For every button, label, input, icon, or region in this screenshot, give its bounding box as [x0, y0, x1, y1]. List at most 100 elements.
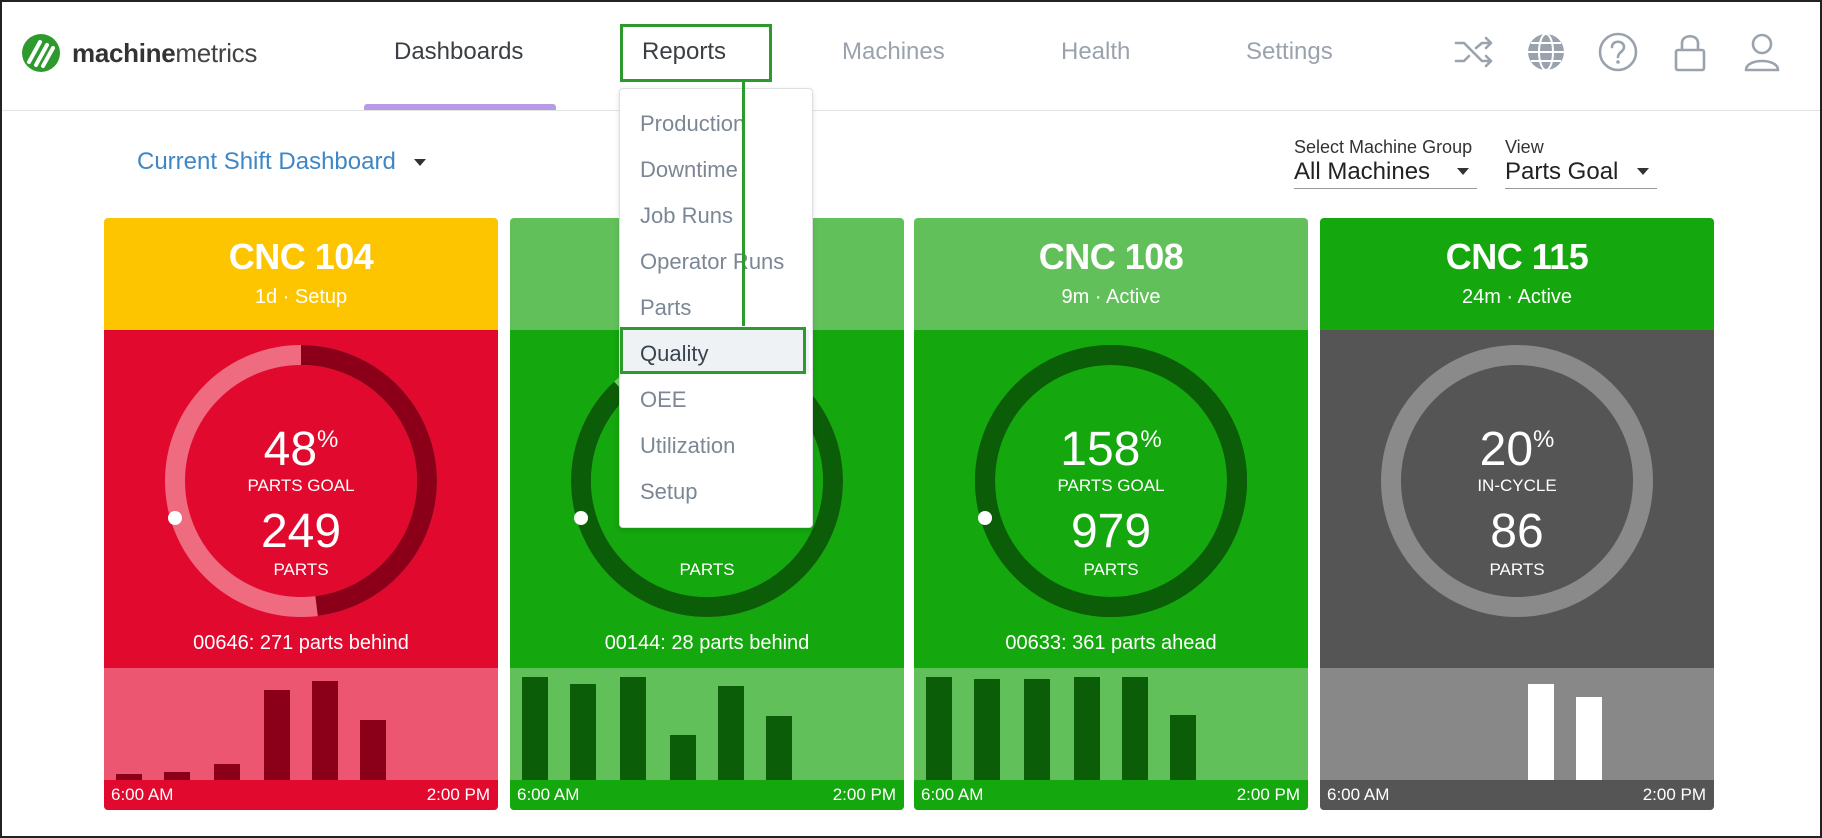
hourly-bar — [116, 774, 142, 780]
gauge-marker — [168, 511, 182, 525]
card-footer: 6:00 AM 2:00 PM — [510, 668, 904, 810]
menu-item-setup[interactable]: Setup — [640, 479, 698, 504]
lock-icon[interactable] — [1668, 30, 1712, 74]
menu-item-job-runs[interactable]: Job Runs — [640, 203, 733, 228]
gauge-ring — [975, 345, 1247, 617]
machine-status: 24m · Active — [1461, 286, 1573, 308]
hourly-bar — [360, 719, 386, 780]
top-header: machinemetrics Dashboards Reports Machin… — [2, 2, 1820, 111]
parts-label: PARTS — [273, 560, 329, 579]
brand-name: machinemetrics — [72, 37, 258, 68]
card-footer: 6:00 AM 2:00 PM — [914, 668, 1308, 810]
chevron-down-icon[interactable] — [1457, 168, 1469, 175]
menu-item-operator-runs[interactable]: Operator Runs — [640, 249, 785, 274]
nav-health[interactable]: Health — [1061, 38, 1131, 65]
time-start: 6:00 AM — [517, 785, 580, 804]
card-header: CNC 115 24m · Active — [1320, 218, 1714, 330]
machine-card[interactable]: CNC 104 1d · Setup 48% PARTS GOAL 249 PARTS 00… — [104, 218, 498, 810]
time-start: 6:00 AM — [1327, 785, 1390, 804]
machine-group-select[interactable]: All Machines — [1294, 158, 1431, 185]
quality-highlight-box — [620, 327, 806, 374]
goal-percent-value: 48 — [263, 423, 318, 476]
time-axis: 6:00 AM 2:00 PM — [510, 780, 904, 810]
machine-card[interactable]: CNC 108 9m · Active 158% PARTS GOAL 979 PARTS… — [914, 218, 1308, 810]
card-body: 48% PARTS GOAL 249 PARTS 00646: 271 parts be… — [104, 330, 498, 668]
chevron-down-icon — [414, 159, 427, 167]
hourly-bar — [1074, 676, 1100, 780]
hourly-bar — [164, 772, 190, 780]
machine-group-label: Select Machine Group — [1294, 137, 1473, 157]
progress-gauge: 48% PARTS GOAL 249 PARTS — [164, 344, 438, 618]
hourly-bar-chart — [1320, 668, 1714, 780]
hourly-bar — [570, 683, 596, 780]
parts-count: 86 — [1490, 505, 1544, 558]
view-label: View — [1505, 137, 1544, 157]
nav-machines[interactable]: Machines — [842, 38, 945, 65]
percent-sign: % — [317, 426, 339, 453]
goal-percent: 20% — [1380, 422, 1654, 477]
time-start: 6:00 AM — [921, 785, 984, 804]
time-end: 2:00 PM — [426, 785, 490, 804]
goal-label: PARTS GOAL — [247, 476, 355, 495]
time-end: 2:00 PM — [1236, 785, 1300, 804]
hourly-bar — [974, 679, 1000, 780]
nav-settings[interactable]: Settings — [1246, 38, 1333, 65]
goal-label: PARTS GOAL — [1057, 476, 1165, 495]
goal-percent-value: 158 — [1060, 423, 1141, 476]
hourly-bar — [1122, 676, 1148, 780]
view-select[interactable]: Parts Goal — [1505, 158, 1619, 185]
hourly-bar — [1528, 683, 1554, 780]
menu-item-utilization[interactable]: Utilization — [640, 433, 736, 458]
nav-dashboards[interactable]: Dashboards — [394, 38, 524, 65]
menu-item-oee[interactable]: OEE — [640, 387, 687, 412]
card-body: 158% PARTS GOAL 979 PARTS 00633: 361 parts a… — [914, 330, 1308, 668]
nav-reports[interactable]: Reports — [642, 38, 727, 65]
time-end: 2:00 PM — [1642, 785, 1706, 804]
machine-status: 9m · Active — [1061, 286, 1161, 308]
hourly-bar — [718, 685, 744, 780]
menu-item-parts[interactable]: Parts — [640, 295, 692, 320]
machine-name: CNC 104 — [228, 236, 374, 277]
hourly-bar-chart — [914, 668, 1308, 780]
goal-percent: 158% — [974, 422, 1248, 477]
hourly-bar — [926, 676, 952, 780]
progress-gauge: 20% IN-CYCLE 86 PARTS — [1380, 344, 1654, 618]
chevron-down-icon[interactable] — [1637, 168, 1649, 175]
hourly-bar — [264, 690, 290, 780]
menu-item-downtime[interactable]: Downtime — [640, 157, 738, 182]
time-start: 6:00 AM — [111, 785, 174, 804]
dashboard-select[interactable]: Current Shift Dashboard — [137, 148, 427, 176]
menu-item-quality[interactable]: Quality — [640, 341, 709, 366]
gauge-fill — [165, 345, 437, 617]
parts-count: 979 — [1070, 505, 1152, 558]
hourly-bar — [522, 676, 548, 780]
time-axis: 6:00 AM 2:00 PM — [1320, 780, 1714, 810]
machine-group-underline — [1294, 188, 1477, 189]
help-icon[interactable] — [1596, 30, 1640, 74]
percent-sign: % — [1533, 426, 1555, 453]
machine-name: CNC 115 — [1445, 236, 1589, 277]
reports-highlight-box — [620, 24, 772, 82]
machinemetrics-logo-icon — [22, 34, 60, 72]
brand-logo[interactable]: machinemetrics — [20, 32, 257, 74]
menu-item-production[interactable]: Production — [640, 111, 746, 136]
percent-sign: % — [1140, 426, 1162, 453]
hourly-bar — [620, 676, 646, 780]
hourly-bar — [1170, 715, 1196, 780]
job-status: 00646: 271 parts behind — [193, 632, 409, 654]
machine-status: 1d · Setup — [254, 286, 348, 308]
parts-label: PARTS — [1489, 560, 1545, 579]
goal-percent: 48% — [164, 422, 438, 477]
globe-icon[interactable] — [1524, 30, 1568, 74]
user-icon[interactable] — [1740, 30, 1784, 74]
progress-gauge: 158% PARTS GOAL 979 PARTS — [974, 344, 1248, 618]
machine-name: CNC 108 — [1038, 236, 1184, 277]
highlight-connector-line — [742, 80, 745, 326]
gauge-ring — [165, 345, 437, 617]
parts-label: PARTS — [1083, 560, 1139, 579]
shuffle-icon[interactable] — [1452, 30, 1496, 74]
hourly-bar-chart — [510, 668, 904, 780]
machine-card[interactable]: CNC 115 24m · Active 20% IN-CYCLE 86 PARTS 6:0… — [1320, 218, 1714, 810]
gauge-fill — [975, 345, 1247, 617]
